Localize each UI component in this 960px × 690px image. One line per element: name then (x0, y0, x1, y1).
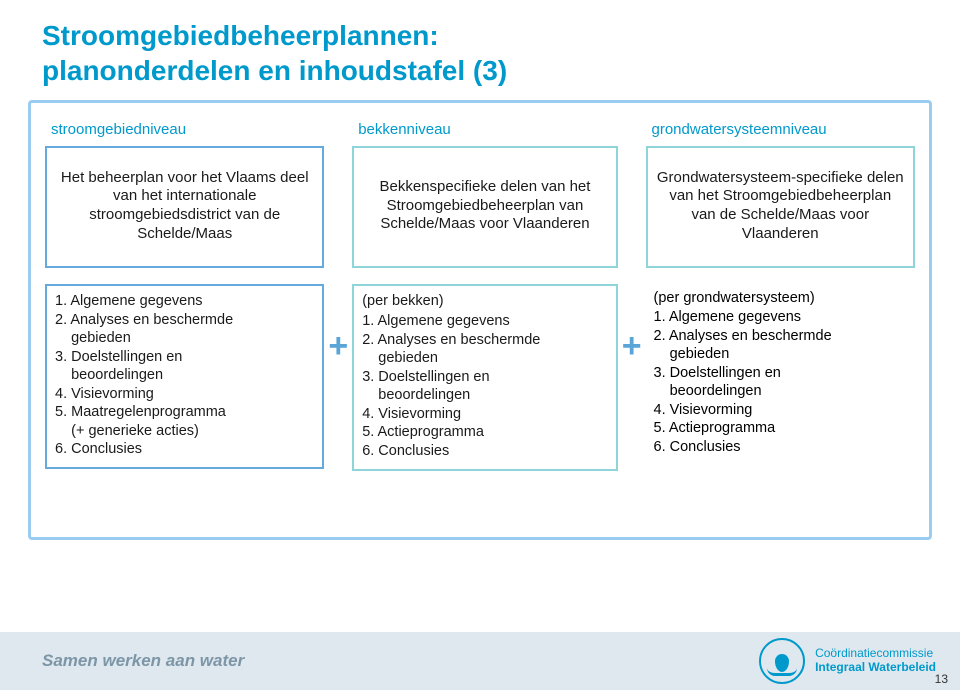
logo-icon (759, 638, 805, 684)
list-item: 3. Doelstellingen en beoordelingen (362, 368, 608, 405)
page-number: 13 (935, 672, 948, 686)
list-item: 6. Conclusies (654, 438, 908, 457)
list-item: 1. Algemene gegevens (362, 312, 608, 331)
list-item: 1. Algemene gegevens (654, 308, 908, 327)
columns-row: stroomgebiedniveau Het beheerplan voor h… (31, 103, 929, 479)
logo-text: Coördinatiecommissie Integraal Waterbele… (815, 647, 936, 675)
box-stroom-top: Het beheerplan voor het Vlaams deel van … (45, 146, 324, 268)
list-stroom: 1. Algemene gegevens 2. Analyses en besc… (55, 292, 314, 459)
footer-logo-block: Coördinatiecommissie Integraal Waterbele… (759, 638, 936, 684)
level-label-grondwater: grondwatersysteemniveau (646, 121, 916, 138)
list-item: 5. Actieprogramma (362, 423, 608, 442)
box-grondwater-top: Grondwatersysteem-specifieke delen van h… (646, 146, 916, 268)
content-frame: stroomgebiedniveau Het beheerplan voor h… (28, 100, 932, 540)
list-item: 2. Analyses en beschermde gebieden (654, 327, 908, 364)
box-grondwater-list: (per grondwatersysteem) 1. Algemene gege… (646, 284, 916, 462)
list-header-bekken: (per bekken) (362, 292, 608, 310)
list-item: 6. Conclusies (55, 440, 314, 459)
title-line1: Stroomgebiedbeheerplannen: (42, 18, 960, 53)
list-item: 3. Doelstellingen en beoordelingen (55, 348, 314, 385)
footer-tagline: Samen werken aan water (42, 651, 244, 671)
column-grondwater: grondwatersysteemniveau Grondwatersystee… (646, 121, 916, 462)
list-item: 6. Conclusies (362, 442, 608, 461)
list-item: 3. Doelstellingen en beoordelingen (654, 364, 908, 401)
box-stroom-top-text: Het beheerplan voor het Vlaams deel van … (55, 169, 314, 244)
column-stroomgebied: stroomgebiedniveau Het beheerplan voor h… (45, 121, 324, 469)
list-item: 2. Analyses en beschermde gebieden (362, 331, 608, 368)
box-stroom-list: 1. Algemene gegevens 2. Analyses en besc… (45, 284, 324, 469)
logo-line1: Coördinatiecommissie (815, 647, 936, 661)
title-line2: planonderdelen en inhoudstafel (3) (42, 53, 960, 88)
list-item: 2. Analyses en beschermde gebieden (55, 311, 314, 348)
list-item: 5. Maatregelenprogramma (+ generieke act… (55, 403, 314, 440)
list-item: 4. Visievorming (55, 385, 314, 404)
level-label-bekken: bekkenniveau (352, 121, 618, 138)
list-header-grondwater: (per grondwatersysteem) (654, 290, 908, 306)
list-grondwater: 1. Algemene gegevens 2. Analyses en besc… (654, 308, 908, 456)
slide-title: Stroomgebiedbeheerplannen: planonderdele… (0, 0, 960, 88)
box-bekken-top-text: Bekkenspecifieke delen van het Stroomgeb… (362, 178, 608, 234)
list-item: 5. Actieprogramma (654, 419, 908, 438)
box-grondwater-top-text: Grondwatersysteem-specifieke delen van h… (656, 169, 906, 244)
box-bekken-top: Bekkenspecifieke delen van het Stroomgeb… (352, 146, 618, 268)
swoosh-icon (767, 668, 797, 676)
plus-icon: + (324, 121, 352, 363)
level-label-stroom: stroomgebiedniveau (45, 121, 324, 138)
list-bekken: 1. Algemene gegevens 2. Analyses en besc… (362, 312, 608, 460)
footer-bar: Samen werken aan water Coördinatiecommis… (0, 632, 960, 690)
box-bekken-list: (per bekken) 1. Algemene gegevens 2. Ana… (352, 284, 618, 471)
list-item: 4. Visievorming (362, 405, 608, 424)
list-item: 1. Algemene gegevens (55, 292, 314, 311)
logo-line2: Integraal Waterbeleid (815, 661, 936, 675)
plus-icon: + (618, 121, 646, 363)
column-bekken: bekkenniveau Bekkenspecifieke delen van … (352, 121, 618, 471)
list-item: 4. Visievorming (654, 401, 908, 420)
